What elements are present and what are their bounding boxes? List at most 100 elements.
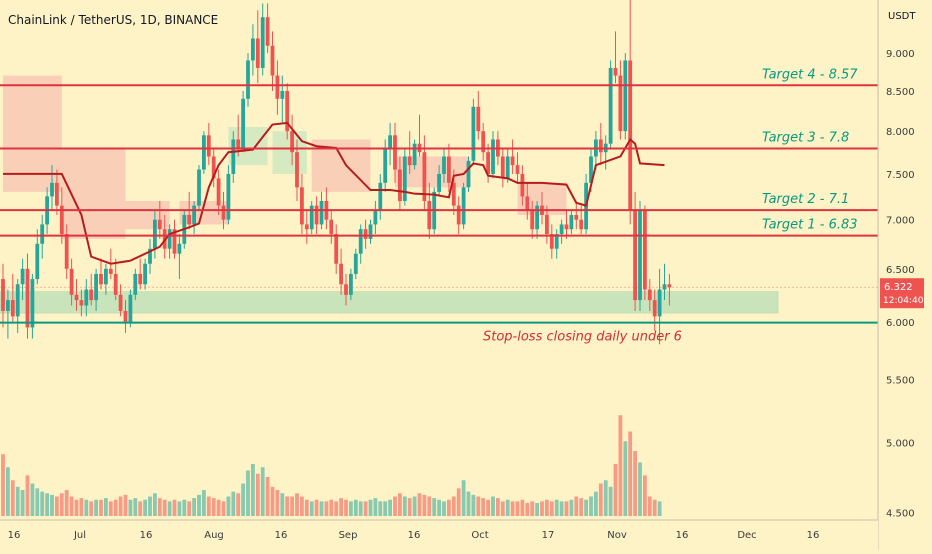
volume-bar xyxy=(59,493,64,516)
volume-bar xyxy=(451,496,456,516)
candle-body xyxy=(481,131,486,153)
candle-body xyxy=(285,90,290,132)
volume-bar xyxy=(388,499,392,516)
chart-title: ChainLink / TetherUS, 1D, BINANCE xyxy=(8,13,218,27)
volume-bar xyxy=(520,499,525,516)
candle-body xyxy=(662,284,667,290)
candle-body xyxy=(363,229,368,239)
candle-body xyxy=(211,156,216,179)
candle-body xyxy=(466,160,471,188)
candle-body xyxy=(427,200,432,230)
candle-body xyxy=(15,284,20,317)
volume-bar xyxy=(295,493,299,516)
volume-bar xyxy=(437,499,441,516)
candle-body xyxy=(197,169,201,206)
candle-body xyxy=(187,214,192,225)
volume-bar xyxy=(84,499,89,516)
candle-body xyxy=(339,263,343,285)
volume-bar xyxy=(447,499,451,516)
volume-bar xyxy=(530,501,535,516)
volume-bar xyxy=(623,441,628,516)
candle-body xyxy=(437,173,441,192)
x-tick-label: Jul xyxy=(73,530,86,541)
candle-body xyxy=(358,229,363,254)
candle-body xyxy=(545,214,549,235)
volume-bar xyxy=(363,501,368,516)
volume-bar xyxy=(216,499,221,516)
candle-body xyxy=(368,224,373,239)
volume-bar xyxy=(74,499,79,516)
volume-bar xyxy=(202,490,206,516)
volume-bar xyxy=(383,501,388,516)
candle-body xyxy=(148,248,152,264)
candle-body xyxy=(451,182,456,206)
candle-body xyxy=(319,200,324,225)
volume-bar xyxy=(35,488,40,516)
candle-body xyxy=(667,284,672,288)
candle-body xyxy=(143,263,147,285)
volume-bar xyxy=(314,499,319,516)
candle-body xyxy=(255,38,260,68)
candle-body xyxy=(618,75,623,132)
candle-body xyxy=(59,205,64,235)
volume-bar xyxy=(510,501,515,516)
axis-panel xyxy=(878,0,932,550)
volume-bar xyxy=(579,498,584,516)
volume-bar xyxy=(99,499,103,516)
candle-body xyxy=(353,253,358,274)
volume-bar xyxy=(378,501,383,516)
volume-bar xyxy=(280,493,285,516)
candle-body xyxy=(6,300,10,311)
candle-body xyxy=(1,279,5,311)
volume-bar xyxy=(334,501,339,516)
candle-body xyxy=(638,210,642,301)
volume-bar xyxy=(500,501,505,516)
candle-body xyxy=(349,273,353,295)
candle-body xyxy=(99,273,103,285)
volume-bar xyxy=(515,501,520,516)
volume-bar xyxy=(113,499,118,516)
volume-bar xyxy=(6,467,10,516)
y-tick-label: 8.000 xyxy=(886,127,915,138)
candle-body xyxy=(505,156,510,179)
volume-bar xyxy=(461,480,466,516)
candle-body xyxy=(84,289,89,306)
candle-body xyxy=(412,143,417,166)
candle-body xyxy=(295,152,299,188)
candle-body xyxy=(447,156,451,183)
candle-body xyxy=(113,273,118,295)
candle-body xyxy=(89,289,94,301)
volume-bar xyxy=(344,499,348,516)
volume-bar xyxy=(417,493,422,516)
volume-bar xyxy=(584,499,588,516)
volume-bar xyxy=(358,501,363,516)
candle-body xyxy=(500,156,505,179)
candlesticks xyxy=(1,0,672,345)
volume-bar xyxy=(407,498,412,516)
volume-bar xyxy=(496,498,500,516)
candle-body xyxy=(564,224,569,230)
candle-body xyxy=(236,139,241,148)
x-tick-label: 16 xyxy=(8,530,21,541)
support-zone-rect xyxy=(0,291,779,314)
candle-body xyxy=(510,156,515,166)
volume-bar xyxy=(589,496,593,516)
volume-bar xyxy=(647,496,652,516)
volume-bar xyxy=(197,494,201,516)
volume-bar xyxy=(525,503,530,516)
candle-body xyxy=(476,106,481,132)
volume-bar xyxy=(79,498,84,516)
x-tick-label: Aug xyxy=(204,530,224,541)
candle-body xyxy=(652,300,657,317)
x-tick-label: 16 xyxy=(140,530,153,541)
candle-body xyxy=(407,156,412,166)
x-tick-label: Dec xyxy=(737,530,756,541)
currency-label: USDT xyxy=(888,11,916,22)
volume-bar xyxy=(540,501,544,516)
y-tick-label: 6.000 xyxy=(886,318,915,329)
candle-body xyxy=(525,196,530,211)
candle-body xyxy=(559,224,564,235)
volume-bar xyxy=(25,475,30,516)
